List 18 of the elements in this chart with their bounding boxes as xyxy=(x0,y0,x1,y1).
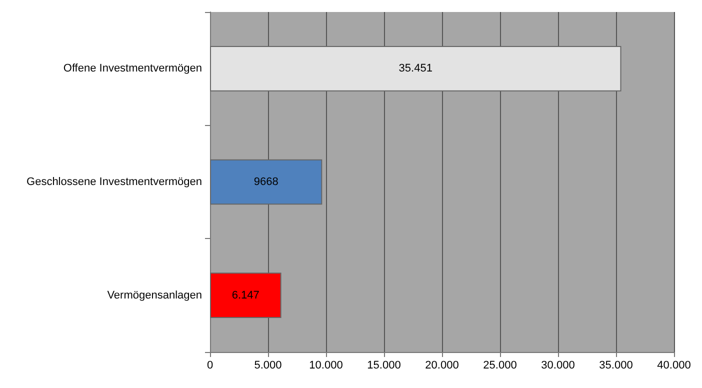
data-label: 9668 xyxy=(254,176,278,188)
x-tick-label: 40.000 xyxy=(657,360,691,372)
x-tick-label: 5.000 xyxy=(254,360,282,372)
x-tick-label: 25.000 xyxy=(483,360,517,372)
y-tick-label: Vermögensanlagen xyxy=(107,289,202,302)
bar xyxy=(210,272,282,318)
x-tick-label: 15.000 xyxy=(367,360,401,372)
data-label: 6.147 xyxy=(232,289,260,302)
x-tick-label: 20.000 xyxy=(425,360,459,372)
x-tick-label: 10.000 xyxy=(309,360,343,372)
y-tick-label: Offene Investmentvermögen xyxy=(63,62,202,75)
x-tick-label: 30.000 xyxy=(541,360,575,372)
data-label: 35.451 xyxy=(398,62,432,75)
bar xyxy=(210,159,322,205)
x-tick-label: 35.000 xyxy=(599,360,633,372)
x-tick-label: 0 xyxy=(206,360,214,372)
y-tick-label: Geschlossene Investmentvermögen xyxy=(26,176,202,188)
bar xyxy=(210,46,622,92)
